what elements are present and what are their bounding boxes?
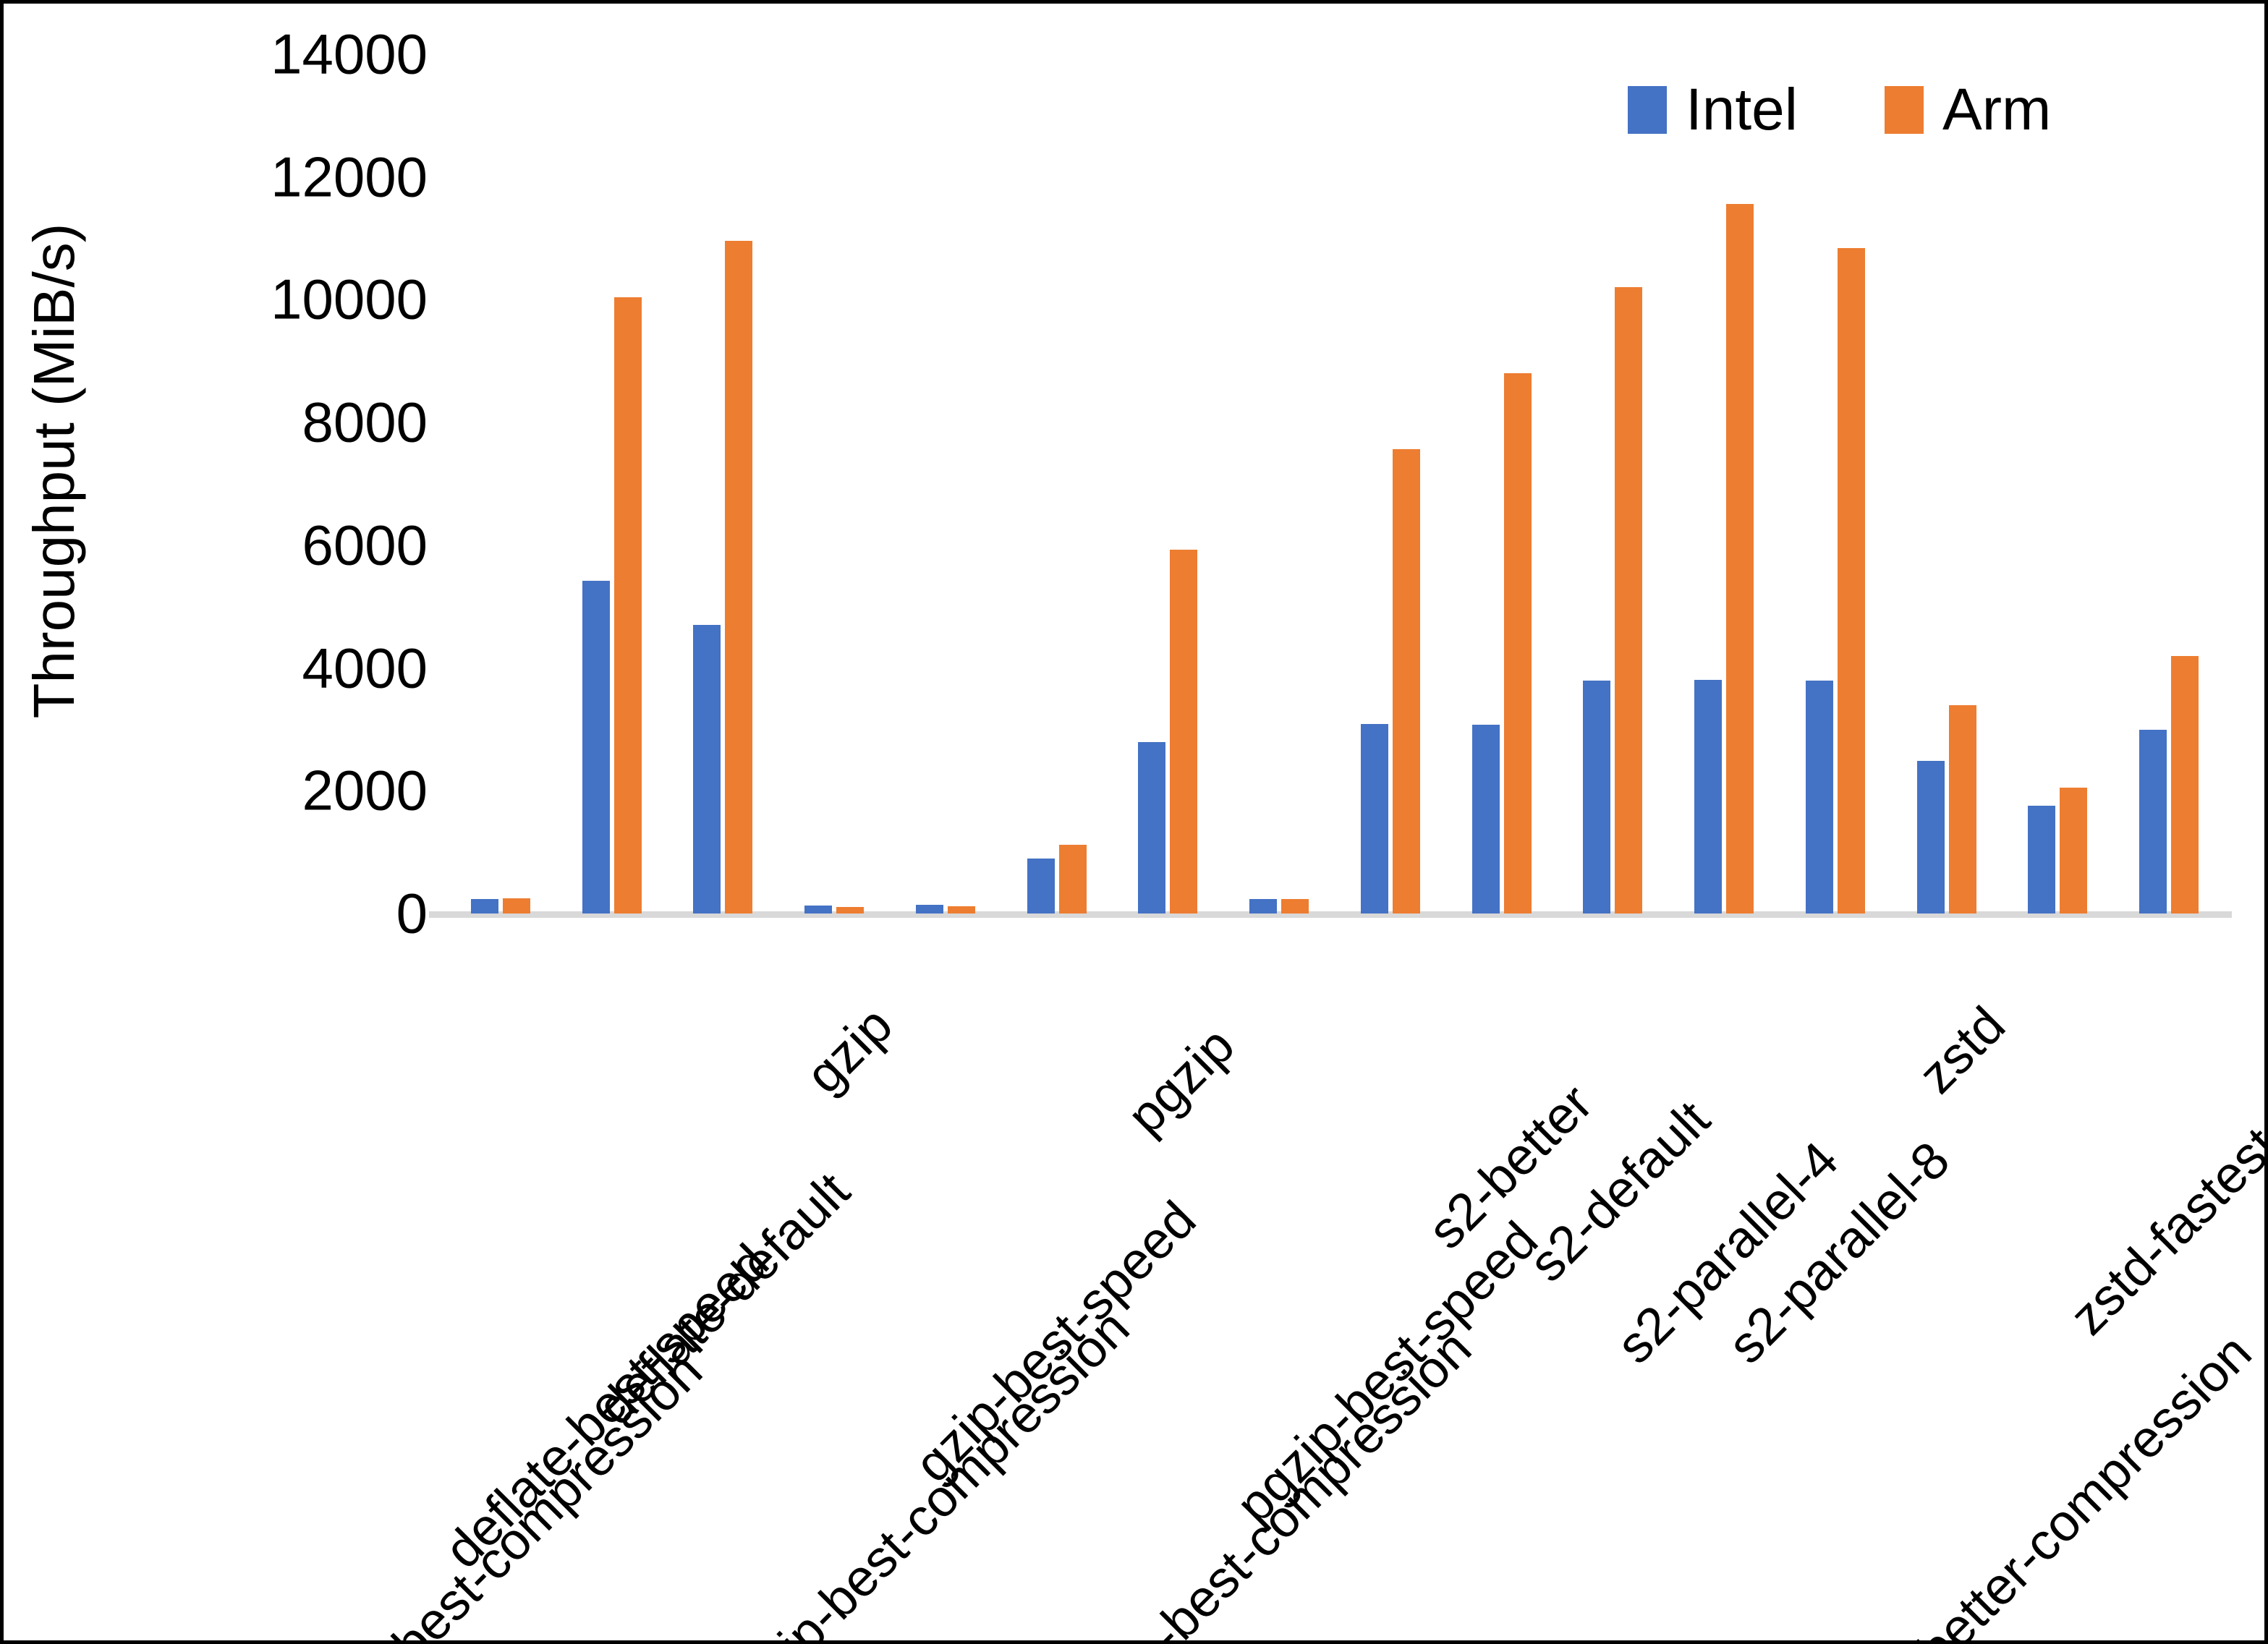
- bar-arm[interactable]: [836, 906, 865, 913]
- x-axis-baseline: [429, 911, 2232, 918]
- bar-group: [1001, 54, 1113, 913]
- bar-intel[interactable]: [1694, 679, 1723, 913]
- bar-intel[interactable]: [1249, 899, 1278, 913]
- bar-intel[interactable]: [915, 905, 943, 913]
- bar-arm[interactable]: [2060, 788, 2088, 913]
- bar-intel[interactable]: [804, 905, 833, 913]
- legend-swatch-icon: [1628, 86, 1667, 134]
- bar-groups: [445, 54, 2225, 913]
- bar-group: [1668, 54, 1780, 913]
- x-axis-tick-label: pgzip: [1116, 1016, 1246, 1146]
- x-axis-tick-label: zstd-fastest: [2059, 1117, 2268, 1346]
- bar-intel[interactable]: [470, 898, 498, 913]
- bar-group: [2113, 54, 2225, 913]
- bar-arm[interactable]: [1948, 705, 1976, 913]
- plot-area: 14000 12000 10000 8000 6000 4000 2000 0: [271, 22, 2232, 945]
- bar-arm[interactable]: [1170, 549, 1198, 913]
- bar-arm[interactable]: [613, 297, 642, 913]
- bar-group: [1558, 54, 1669, 913]
- bar-intel[interactable]: [1471, 724, 1500, 913]
- bar-group: [1891, 54, 2002, 913]
- bar-group: [668, 54, 779, 913]
- bar-intel[interactable]: [582, 581, 610, 913]
- bar-group: [1223, 54, 1335, 913]
- bar-group: [2002, 54, 2114, 913]
- bar-group: [1335, 54, 1446, 913]
- bar-intel[interactable]: [1583, 680, 1611, 913]
- chart-legend: Intel Arm: [1628, 76, 2051, 144]
- bar-intel[interactable]: [2028, 805, 2056, 913]
- y-axis-tick-label: 12000: [271, 145, 428, 209]
- bar-arm[interactable]: [1392, 448, 1420, 913]
- y-axis-tick-label: 14000: [271, 22, 428, 86]
- legend-item-intel[interactable]: Intel: [1628, 76, 1798, 144]
- bar-arm[interactable]: [1058, 844, 1087, 913]
- bar-arm[interactable]: [2171, 656, 2199, 913]
- y-axis-tick-label: 6000: [302, 513, 428, 577]
- y-axis-tick-label: 0: [396, 881, 428, 945]
- bar-group: [1780, 54, 1891, 913]
- bar-intel[interactable]: [1805, 680, 1833, 913]
- bar-group: [890, 54, 1001, 913]
- bar-arm[interactable]: [1615, 287, 1643, 913]
- legend-label: Intel: [1686, 77, 1798, 142]
- bar-arm[interactable]: [1726, 204, 1754, 913]
- legend-label: Arm: [1942, 77, 2052, 142]
- bar-group: [1113, 54, 1224, 913]
- bar-arm[interactable]: [1281, 898, 1309, 913]
- legend-item-arm[interactable]: Arm: [1885, 76, 2051, 144]
- bar-arm[interactable]: [1837, 248, 1865, 913]
- y-axis-tick-label: 2000: [302, 758, 428, 822]
- y-axis-tick-label: 8000: [302, 390, 428, 454]
- legend-swatch-icon: [1885, 86, 1924, 134]
- bar-arm[interactable]: [947, 906, 975, 913]
- bar-arm[interactable]: [502, 898, 530, 913]
- y-axis-tick-label: 10000: [271, 267, 428, 331]
- bar-intel[interactable]: [1916, 760, 1945, 913]
- x-axis-labels: deflate-best-compression deflate-best-spe…: [259, 922, 2264, 1640]
- bar-group: [556, 54, 668, 913]
- bar-arm[interactable]: [1503, 373, 1532, 913]
- bar-intel[interactable]: [1360, 723, 1388, 913]
- bar-intel[interactable]: [693, 625, 721, 913]
- bar-group: [445, 54, 556, 913]
- y-axis-tick-label: 4000: [302, 636, 428, 700]
- bar-intel[interactable]: [2139, 730, 2167, 913]
- y-axis-title: Throughput (MiB/s): [22, 223, 86, 719]
- bar-group: [1446, 54, 1558, 913]
- bar-intel[interactable]: [1138, 742, 1166, 913]
- bar-arm[interactable]: [725, 240, 753, 913]
- bar-group: [778, 54, 890, 913]
- bar-intel[interactable]: [1027, 859, 1055, 913]
